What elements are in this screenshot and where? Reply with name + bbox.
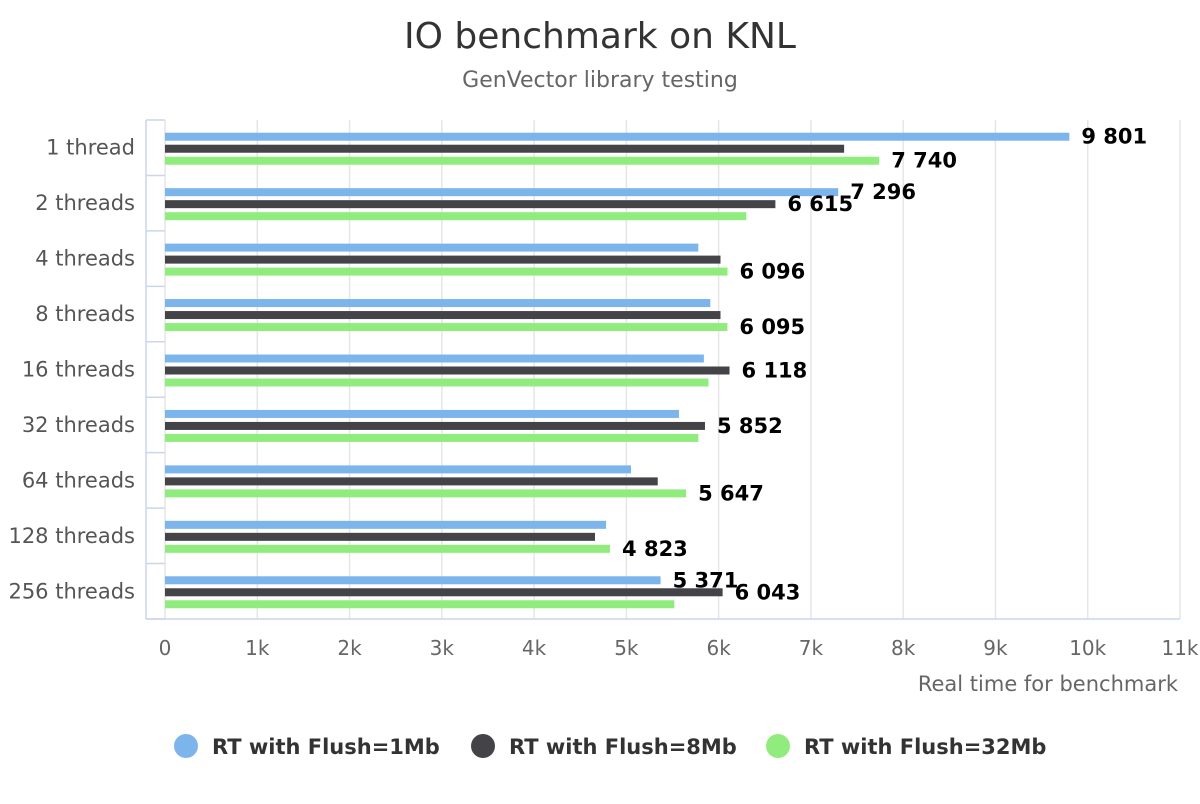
x-tick-label: 8k (891, 636, 916, 660)
bar (165, 366, 730, 375)
category-label: 2 threads (35, 191, 135, 215)
x-tick-label: 0 (159, 636, 172, 660)
x-axis-title: Real time for benchmark (918, 672, 1179, 696)
legend-marker[interactable] (766, 734, 790, 758)
bars (165, 132, 1070, 609)
bar (165, 243, 699, 252)
category-label: 1 thread (46, 136, 135, 160)
bar (165, 299, 711, 308)
bar (165, 212, 747, 221)
legend-label[interactable]: RT with Flush=8Mb (509, 735, 737, 759)
legend-marker[interactable] (471, 734, 495, 758)
bar (165, 354, 704, 363)
x-tick-label: 5k (614, 636, 639, 660)
data-label: 6 095 (739, 315, 805, 339)
category-label: 256 threads (8, 579, 135, 603)
bar (165, 433, 699, 442)
bar (165, 588, 723, 597)
data-label: 7 296 (850, 180, 916, 204)
legend-marker[interactable] (174, 734, 198, 758)
x-tick-label: 1k (245, 636, 270, 660)
bar (165, 477, 658, 486)
bar (165, 465, 631, 474)
data-label: 9 801 (1081, 125, 1147, 149)
bar (165, 144, 845, 153)
data-label: 5 647 (698, 481, 764, 505)
bar (165, 520, 607, 529)
data-label: 4 823 (622, 537, 688, 561)
bar (165, 532, 595, 541)
x-tick-label: 6k (706, 636, 731, 660)
category-label: 128 threads (8, 524, 135, 548)
chart-title: IO benchmark on KNL (404, 16, 796, 57)
data-label: 5 371 (673, 568, 739, 592)
bar (165, 600, 675, 609)
x-tick-label: 7k (799, 636, 824, 660)
axes: 0 1k 2k 3k 4k 5k 6k 7k 8k 9k 10k 11k 1 thread 2 threa… (8, 119, 1199, 660)
x-tick-label: 4k (522, 636, 547, 660)
legend-label[interactable]: RT with Flush=32Mb (804, 735, 1046, 759)
bar (165, 409, 679, 418)
legend-label[interactable]: RT with Flush=1Mb (212, 735, 440, 759)
bar (165, 156, 880, 165)
bar (165, 200, 776, 209)
category-label: 4 threads (35, 247, 135, 271)
bar (165, 544, 611, 553)
x-tick-label: 9k (983, 636, 1008, 660)
bar (165, 421, 705, 430)
bar (165, 311, 721, 320)
bar (165, 576, 661, 585)
bar (165, 323, 728, 332)
x-tick-label: 3k (430, 636, 455, 660)
category-label: 64 threads (22, 468, 135, 492)
bar (165, 489, 687, 498)
x-tick-label: 11k (1161, 636, 1198, 660)
data-label: 6 043 (735, 580, 801, 604)
x-tick-label: 2k (337, 636, 362, 660)
legend: RT with Flush=1Mb RT with Flush=8Mb RT wit… (174, 734, 1046, 759)
bar (165, 188, 839, 197)
x-tick-label: 10k (1069, 636, 1106, 660)
data-label: 6 118 (742, 359, 808, 383)
category-label: 8 threads (35, 302, 135, 326)
bar (165, 267, 728, 276)
bar (165, 255, 721, 264)
data-label: 6 096 (739, 260, 805, 284)
data-label: 5 852 (717, 414, 783, 438)
chart-subtitle: GenVector library testing (462, 68, 738, 93)
data-labels: 9 801 7 296 5 371 6 615 6 118 5 852 6 043 7 740… (622, 125, 1147, 605)
bar (165, 378, 709, 387)
category-label: 16 threads (22, 358, 135, 382)
data-label: 7 740 (891, 149, 957, 173)
data-label: 6 615 (787, 192, 853, 216)
category-label: 32 threads (22, 413, 135, 437)
bar (165, 132, 1070, 141)
